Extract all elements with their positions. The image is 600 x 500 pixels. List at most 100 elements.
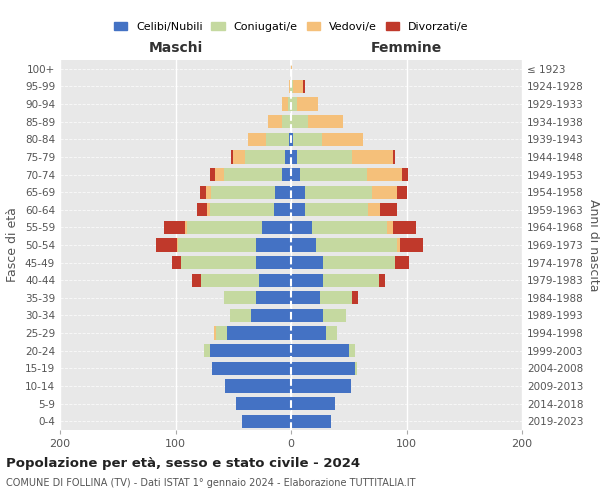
Bar <box>395 256 409 269</box>
Bar <box>156 238 176 252</box>
Text: Popolazione per età, sesso e stato civile - 2024: Popolazione per età, sesso e stato civil… <box>6 458 360 470</box>
Bar <box>256 291 291 304</box>
Bar <box>248 132 266 146</box>
Bar <box>233 150 245 164</box>
Bar <box>291 414 331 428</box>
Bar <box>392 221 416 234</box>
Bar <box>282 115 291 128</box>
Bar <box>285 150 291 164</box>
Bar <box>352 150 392 164</box>
Bar <box>178 238 256 252</box>
Bar <box>291 98 297 110</box>
Bar <box>291 362 355 375</box>
Bar <box>200 186 206 198</box>
Bar <box>305 186 372 198</box>
Bar <box>291 397 335 410</box>
Bar <box>368 203 380 216</box>
Bar <box>400 238 422 252</box>
Bar <box>291 62 292 76</box>
Bar <box>291 326 326 340</box>
Bar <box>312 221 387 234</box>
Bar <box>210 344 291 358</box>
Bar <box>224 168 282 181</box>
Bar <box>245 150 285 164</box>
Bar <box>268 115 282 128</box>
Bar <box>308 115 343 128</box>
Bar <box>397 186 407 198</box>
Text: Femmine: Femmine <box>371 40 442 54</box>
Bar <box>323 256 395 269</box>
Bar <box>291 274 323 287</box>
Bar <box>259 274 291 287</box>
Bar <box>256 256 291 269</box>
Bar <box>322 132 362 146</box>
Bar <box>291 132 293 146</box>
Bar <box>256 238 291 252</box>
Bar <box>266 132 289 146</box>
Bar <box>210 168 215 181</box>
Bar <box>236 397 291 410</box>
Bar <box>291 150 297 164</box>
Bar <box>206 186 211 198</box>
Bar <box>380 203 397 216</box>
Bar <box>293 132 322 146</box>
Bar <box>201 274 259 287</box>
Bar <box>211 186 275 198</box>
Bar <box>402 168 407 181</box>
Bar <box>320 291 352 304</box>
Bar <box>291 203 305 216</box>
Bar <box>291 80 293 93</box>
Bar <box>297 150 352 164</box>
Bar <box>289 132 291 146</box>
Bar <box>291 344 349 358</box>
Bar <box>349 344 355 358</box>
Bar <box>176 238 178 252</box>
Bar <box>205 344 210 358</box>
Bar <box>227 326 291 340</box>
Bar <box>372 186 397 198</box>
Text: Maschi: Maschi <box>148 40 203 54</box>
Bar <box>352 291 358 304</box>
Bar <box>392 150 395 164</box>
Bar <box>302 80 305 93</box>
Bar <box>206 203 210 216</box>
Bar <box>172 256 181 269</box>
Bar <box>291 168 300 181</box>
Bar <box>215 168 224 181</box>
Bar <box>323 274 379 287</box>
Bar <box>287 98 291 110</box>
Bar <box>291 221 312 234</box>
Bar <box>397 238 400 252</box>
Y-axis label: Anni di nascita: Anni di nascita <box>587 198 600 291</box>
Bar <box>291 256 323 269</box>
Bar <box>216 326 227 340</box>
Bar <box>262 221 291 234</box>
Bar <box>214 326 216 340</box>
Bar <box>210 203 274 216</box>
Bar <box>197 203 206 216</box>
Bar <box>300 168 367 181</box>
Bar <box>367 168 402 181</box>
Bar <box>305 203 368 216</box>
Bar <box>191 274 201 287</box>
Bar <box>323 309 346 322</box>
Bar <box>291 238 316 252</box>
Bar <box>274 203 291 216</box>
Legend: Celibi/Nubili, Coniugati/e, Vedovi/e, Divorzati/e: Celibi/Nubili, Coniugati/e, Vedovi/e, Di… <box>109 18 473 36</box>
Bar <box>326 326 337 340</box>
Bar <box>289 80 290 93</box>
Bar <box>181 256 256 269</box>
Text: COMUNE DI FOLLINA (TV) - Dati ISTAT 1° gennaio 2024 - Elaborazione TUTTITALIA.IT: COMUNE DI FOLLINA (TV) - Dati ISTAT 1° g… <box>6 478 415 488</box>
Bar <box>293 80 302 93</box>
Bar <box>297 98 317 110</box>
Bar <box>225 380 291 392</box>
Bar <box>291 309 323 322</box>
Bar <box>185 221 187 234</box>
Bar <box>164 221 185 234</box>
Bar <box>230 309 251 322</box>
Bar <box>242 414 291 428</box>
Bar <box>282 98 287 110</box>
Bar <box>290 80 291 93</box>
Bar <box>291 380 351 392</box>
Bar <box>187 221 262 234</box>
